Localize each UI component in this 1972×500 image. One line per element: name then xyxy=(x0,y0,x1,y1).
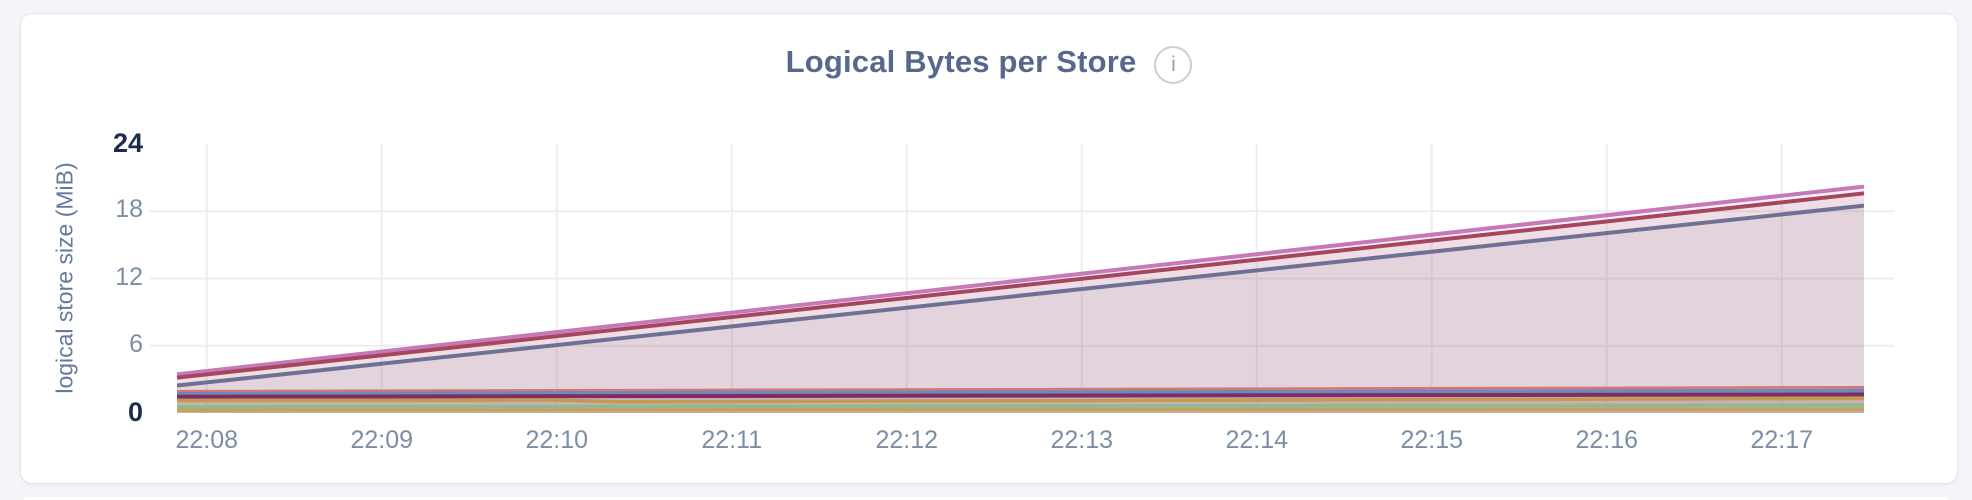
series-line-store-5 xyxy=(176,388,1865,396)
x-tick-label: 22:17 xyxy=(1750,426,1814,454)
chart-card: Logical Bytes per Store i logical store … xyxy=(20,13,1958,484)
x-tick-label: 22:15 xyxy=(1400,426,1464,454)
next-card-edge xyxy=(24,497,1948,500)
series-line-store-6 xyxy=(176,392,1865,399)
x-tick-label: 22:16 xyxy=(1575,426,1639,454)
series-line-store-9 xyxy=(176,407,1865,412)
y-tick-label: 18 xyxy=(115,195,143,224)
series-line-store-7 xyxy=(176,396,1865,404)
series-line-store-2 xyxy=(176,191,1865,380)
series-line-store-8 xyxy=(176,403,1865,409)
series-line-store-1 xyxy=(176,184,1865,377)
y-tick-label-emphasized: 0 xyxy=(127,397,143,427)
y-tick-label: 6 xyxy=(129,329,143,358)
series-area-store-3 xyxy=(177,205,1864,413)
chart-header: Logical Bytes per Store i xyxy=(21,40,1957,84)
series-area-store-2 xyxy=(177,193,1864,413)
series-area-store-1 xyxy=(177,186,1864,413)
series-line-store-3 xyxy=(176,203,1865,388)
x-tick-label: 22:09 xyxy=(350,426,414,454)
chart-plot-area[interactable] xyxy=(21,14,1957,483)
x-tick-label: 22:14 xyxy=(1225,426,1289,454)
x-tick-label: 22:11 xyxy=(701,426,763,454)
series-line-store-4 xyxy=(176,385,1865,393)
x-tick-label: 22:10 xyxy=(525,426,589,454)
y-tick-label-emphasized: 24 xyxy=(112,128,143,158)
y-tick-label: 12 xyxy=(115,262,143,291)
x-tick-label: 22:08 xyxy=(175,426,239,454)
chart-title: Logical Bytes per Store xyxy=(785,44,1137,79)
x-tick-label: 22:13 xyxy=(1050,426,1114,454)
info-icon[interactable]: i xyxy=(1154,46,1193,84)
x-tick-label: 22:12 xyxy=(875,426,939,454)
